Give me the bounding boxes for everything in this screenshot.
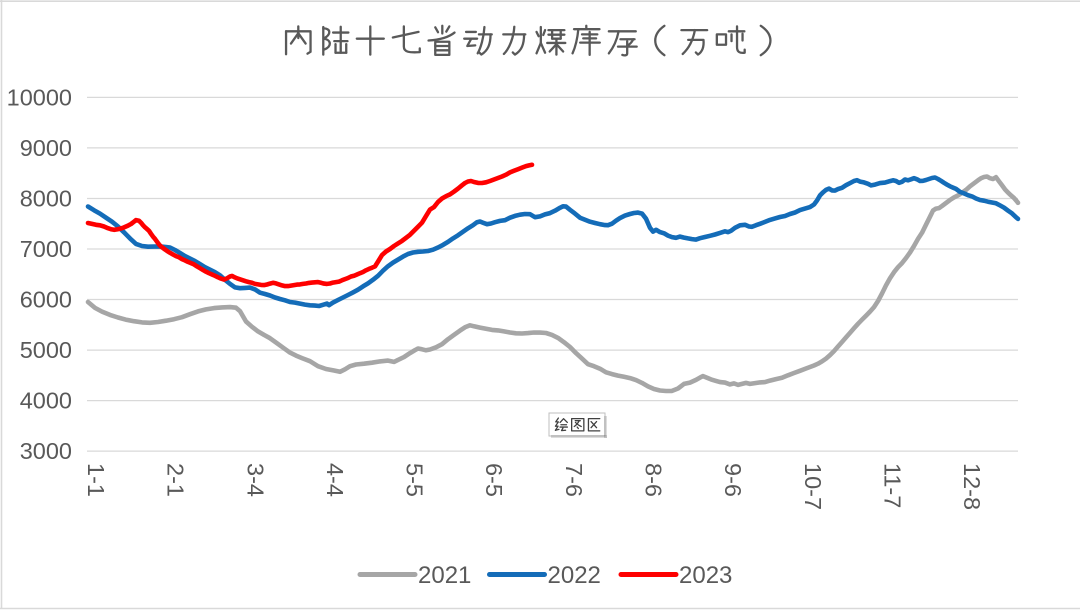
svg-text:5000: 5000 (20, 337, 72, 363)
svg-text:4-4: 4-4 (322, 463, 348, 497)
svg-text:5-5: 5-5 (402, 463, 428, 497)
svg-text:2023: 2023 (679, 562, 732, 589)
svg-text:4000: 4000 (20, 388, 72, 414)
svg-text:2021: 2021 (418, 562, 471, 589)
svg-text:3-4: 3-4 (242, 463, 268, 497)
svg-text:7000: 7000 (20, 236, 72, 262)
svg-text:2022: 2022 (548, 562, 601, 589)
svg-text:8000: 8000 (20, 186, 72, 212)
svg-text:7-6: 7-6 (561, 463, 587, 497)
svg-text:1-1: 1-1 (83, 463, 109, 497)
svg-text:11-7: 11-7 (879, 463, 905, 508)
svg-text:10-7: 10-7 (800, 463, 826, 510)
svg-text:9000: 9000 (20, 135, 72, 161)
svg-text:2-1: 2-1 (163, 463, 189, 497)
svg-text:12-8: 12-8 (959, 463, 985, 510)
svg-text:9-6: 9-6 (720, 463, 746, 497)
svg-text:6000: 6000 (20, 287, 72, 313)
svg-text:8-6: 8-6 (641, 463, 667, 497)
svg-text:6-5: 6-5 (481, 463, 507, 497)
svg-text:3000: 3000 (20, 438, 72, 464)
svg-text:10000: 10000 (7, 84, 72, 110)
